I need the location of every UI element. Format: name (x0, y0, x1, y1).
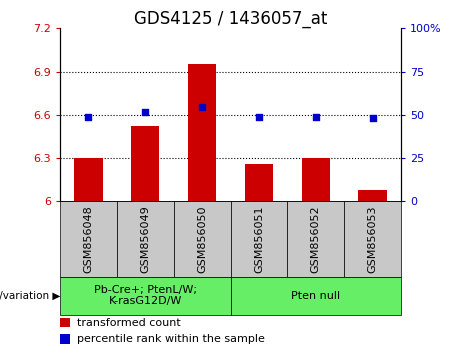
Point (85, 114, 92, 120)
Bar (230, 277, 401, 314)
Bar (60, 318, 70, 327)
Text: genotype/variation ▶: genotype/variation ▶ (0, 291, 60, 301)
Bar (245, 164, 273, 201)
Text: GSM856051: GSM856051 (254, 205, 264, 273)
Text: GSM856049: GSM856049 (140, 205, 150, 273)
Point (198, 104, 206, 110)
Text: Pb-Cre+; PtenL/W;
K-rasG12D/W: Pb-Cre+; PtenL/W; K-rasG12D/W (94, 285, 197, 307)
Bar (230, 201, 287, 277)
Bar (74, 158, 102, 201)
Text: GSM856048: GSM856048 (83, 205, 94, 273)
Bar (188, 64, 216, 201)
Bar (117, 201, 174, 277)
Text: Pten null: Pten null (291, 291, 340, 301)
Bar (60, 201, 117, 277)
Bar (301, 158, 330, 201)
Text: transformed count: transformed count (77, 318, 181, 327)
Point (255, 114, 263, 120)
Bar (174, 201, 230, 277)
Bar (287, 201, 344, 277)
Point (369, 115, 376, 121)
Text: percentile rank within the sample: percentile rank within the sample (77, 334, 265, 344)
Bar (60, 277, 230, 314)
Text: GSM856052: GSM856052 (311, 205, 321, 273)
Bar (358, 190, 387, 201)
Point (312, 114, 319, 120)
Text: GSM856050: GSM856050 (197, 205, 207, 273)
Bar (344, 201, 401, 277)
Point (142, 109, 149, 115)
Title: GDS4125 / 1436057_at: GDS4125 / 1436057_at (134, 10, 327, 28)
Text: GSM856053: GSM856053 (367, 205, 378, 273)
Bar (60, 334, 70, 344)
Bar (131, 126, 160, 201)
